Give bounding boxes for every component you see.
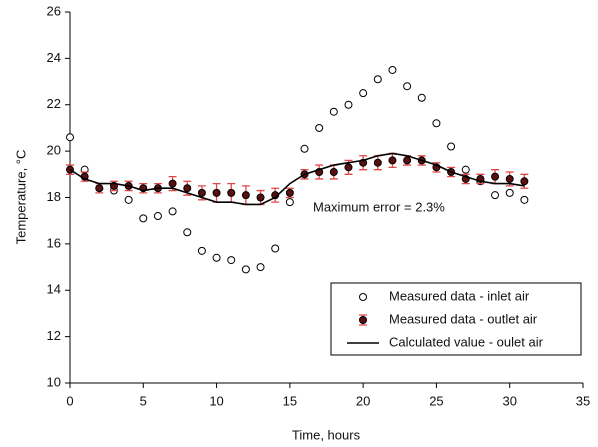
x-tick-label: 30	[502, 393, 516, 408]
x-tick-label: 10	[209, 393, 223, 408]
data-point	[66, 133, 74, 142]
y-tick-label: 20	[47, 143, 61, 158]
data-point	[212, 253, 221, 262]
data-point	[329, 107, 338, 116]
data-point	[461, 165, 470, 174]
line	[69, 152, 525, 206]
data-point	[212, 188, 221, 197]
data-point	[241, 191, 250, 200]
legend-swatch	[359, 293, 367, 301]
y-tick-label: 22	[47, 96, 61, 111]
x-tick-label: 20	[356, 393, 370, 408]
data-point	[373, 75, 382, 84]
data-point	[373, 158, 382, 167]
y-tick-label: 14	[47, 282, 61, 297]
data-point	[520, 195, 529, 204]
x-tick-label: 0	[66, 393, 73, 408]
x-tick-label: 5	[140, 393, 147, 408]
data-point	[403, 82, 412, 91]
x-axis-label: Time, hours	[292, 427, 361, 442]
data-point	[227, 188, 236, 197]
data-point	[491, 191, 500, 200]
y-tick-label: 16	[47, 235, 61, 250]
data-point	[329, 167, 338, 176]
y-tick-label: 24	[47, 50, 61, 65]
data-point	[124, 195, 133, 204]
y-tick-label: 10	[47, 374, 61, 389]
y-tick-label: 18	[47, 189, 61, 204]
legend-label: Measured data - inlet air	[389, 288, 530, 303]
legend-swatch	[359, 316, 367, 324]
data-point	[300, 144, 309, 153]
legend-label: Calculated value - oulet air	[389, 334, 544, 349]
data-point	[447, 142, 456, 151]
data-point	[417, 93, 426, 102]
x-tick-label: 15	[283, 393, 297, 408]
data-point	[197, 188, 206, 197]
data-point	[285, 188, 294, 197]
data-point	[227, 256, 236, 265]
data-point	[388, 65, 397, 74]
data-point	[153, 212, 162, 221]
data-point	[344, 100, 353, 109]
data-point	[359, 89, 368, 98]
legend-label: Measured data - outlet air	[389, 311, 538, 326]
data-point	[95, 184, 104, 193]
data-point	[197, 246, 206, 255]
data-point	[241, 265, 250, 274]
data-point	[271, 244, 280, 253]
data-point	[403, 156, 412, 165]
y-tick-label: 12	[47, 328, 61, 343]
data-point	[256, 263, 265, 272]
data-point	[315, 123, 324, 132]
data-point	[256, 193, 265, 202]
data-point	[139, 214, 148, 223]
data-point	[505, 188, 514, 197]
data-point	[168, 207, 177, 216]
data-point	[285, 198, 294, 207]
y-tick-label: 26	[47, 3, 61, 18]
data-point	[491, 172, 500, 181]
data-point	[168, 179, 177, 188]
data-point	[183, 184, 192, 193]
data-point	[388, 156, 397, 165]
data-point	[183, 228, 192, 237]
legend: Measured data - inlet air Measured data -…	[330, 282, 582, 356]
y-axis-label: Temperature, °C	[13, 150, 28, 245]
annotation: Maximum error = 2.3%	[313, 199, 445, 214]
data-point	[344, 163, 353, 172]
data-point	[520, 177, 529, 186]
x-tick-label: 35	[576, 393, 590, 408]
data-point	[432, 119, 441, 128]
x-tick-label: 25	[429, 393, 443, 408]
data-point	[505, 174, 514, 183]
